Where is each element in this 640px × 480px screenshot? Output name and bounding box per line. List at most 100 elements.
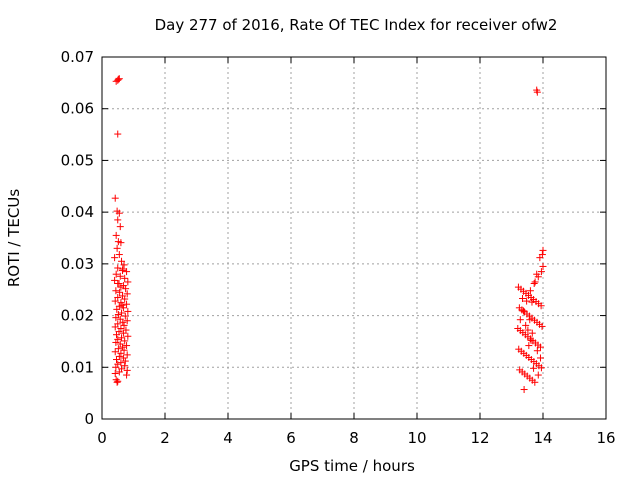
data-point bbox=[112, 331, 120, 339]
data-point bbox=[123, 300, 131, 308]
data-point bbox=[118, 257, 126, 265]
y-tick-label: 0.04 bbox=[61, 203, 94, 221]
data-point bbox=[538, 251, 546, 259]
data-point bbox=[113, 244, 121, 252]
data-point bbox=[116, 272, 124, 280]
data-point bbox=[114, 216, 122, 224]
data-point bbox=[528, 298, 536, 306]
data-point bbox=[113, 305, 121, 313]
data-point bbox=[123, 351, 131, 359]
data-point bbox=[516, 316, 524, 324]
data-point bbox=[121, 362, 129, 370]
data-point bbox=[536, 354, 544, 362]
data-point bbox=[533, 347, 541, 355]
data-point bbox=[112, 287, 120, 295]
data-point bbox=[520, 386, 528, 394]
data-point bbox=[123, 268, 131, 276]
data-point bbox=[115, 251, 123, 259]
data-point bbox=[119, 265, 127, 273]
data-point bbox=[123, 290, 131, 298]
data-point bbox=[115, 75, 123, 83]
data-point bbox=[111, 369, 119, 377]
data-point bbox=[117, 283, 125, 291]
data-point bbox=[121, 295, 129, 303]
data-point bbox=[533, 88, 541, 96]
x-tick-labels: 0 2 4 6 8 10 12 14 16 bbox=[97, 429, 615, 447]
data-point bbox=[530, 364, 538, 372]
data-point bbox=[112, 314, 120, 322]
data-point bbox=[114, 293, 122, 301]
data-point bbox=[111, 254, 119, 262]
data-point bbox=[115, 280, 123, 288]
data-point bbox=[539, 246, 547, 254]
data-point bbox=[111, 348, 119, 356]
chart-title: Day 277 of 2016, Rate Of TEC Index for r… bbox=[155, 16, 558, 34]
data-point bbox=[119, 318, 127, 326]
data-point bbox=[539, 262, 547, 270]
data-point bbox=[524, 326, 532, 334]
data-point bbox=[519, 295, 527, 303]
y-tick-label: 0.02 bbox=[61, 307, 94, 325]
data-point bbox=[111, 297, 119, 305]
data-point bbox=[114, 130, 122, 138]
data-point bbox=[525, 342, 533, 350]
gridlines bbox=[102, 57, 606, 419]
y-tick-label: 0.06 bbox=[61, 100, 94, 118]
data-point bbox=[519, 307, 527, 315]
data-point bbox=[118, 343, 126, 351]
data-point bbox=[115, 368, 123, 376]
data-point bbox=[123, 371, 131, 379]
data-point bbox=[113, 378, 121, 386]
x-tick-label: 10 bbox=[407, 429, 426, 447]
data-point bbox=[533, 270, 541, 278]
data-point bbox=[111, 276, 119, 284]
data-point bbox=[120, 346, 128, 354]
data-point bbox=[118, 309, 126, 317]
x-tick-label: 14 bbox=[533, 429, 552, 447]
data-point bbox=[522, 321, 530, 329]
data-point bbox=[117, 359, 125, 367]
data-point bbox=[120, 261, 128, 269]
x-tick-label: 0 bbox=[97, 429, 107, 447]
data-point bbox=[530, 280, 538, 288]
y-tick-label: 0.07 bbox=[61, 48, 94, 66]
data-point bbox=[114, 345, 122, 353]
data-point bbox=[124, 332, 132, 340]
data-point bbox=[112, 356, 120, 364]
data-point bbox=[115, 209, 123, 217]
y-tick-label: 0.01 bbox=[61, 358, 94, 376]
data-point bbox=[537, 302, 545, 310]
data-point bbox=[112, 363, 120, 371]
data-point bbox=[122, 285, 130, 293]
data-point bbox=[534, 371, 542, 379]
x-tick-label: 2 bbox=[160, 429, 170, 447]
data-point bbox=[124, 278, 132, 286]
data-point bbox=[117, 349, 125, 357]
axis-ticks bbox=[101, 56, 607, 420]
x-tick-label: 16 bbox=[596, 429, 615, 447]
data-point bbox=[119, 329, 127, 337]
data-point bbox=[118, 301, 126, 309]
data-point bbox=[527, 336, 535, 344]
data-point bbox=[112, 231, 120, 239]
data-point bbox=[124, 307, 132, 315]
data-point bbox=[114, 377, 122, 385]
data-point bbox=[120, 321, 128, 329]
data-point bbox=[114, 76, 122, 84]
data-point bbox=[121, 357, 129, 365]
y-tick-label: 0 bbox=[84, 410, 94, 428]
data-point bbox=[537, 268, 545, 276]
data-point bbox=[111, 194, 119, 202]
data-point bbox=[531, 278, 539, 286]
data-point bbox=[116, 223, 124, 231]
data-point bbox=[112, 338, 120, 346]
data-point bbox=[538, 322, 546, 330]
data-point bbox=[115, 352, 123, 360]
y-axis-label: ROTI / TECUs bbox=[5, 189, 23, 287]
data-points bbox=[111, 75, 547, 394]
x-tick-label: 4 bbox=[223, 429, 233, 447]
y-tick-labels: 0 0.01 0.02 0.03 0.04 0.05 0.06 0.07 bbox=[61, 48, 94, 428]
data-point bbox=[537, 364, 545, 372]
